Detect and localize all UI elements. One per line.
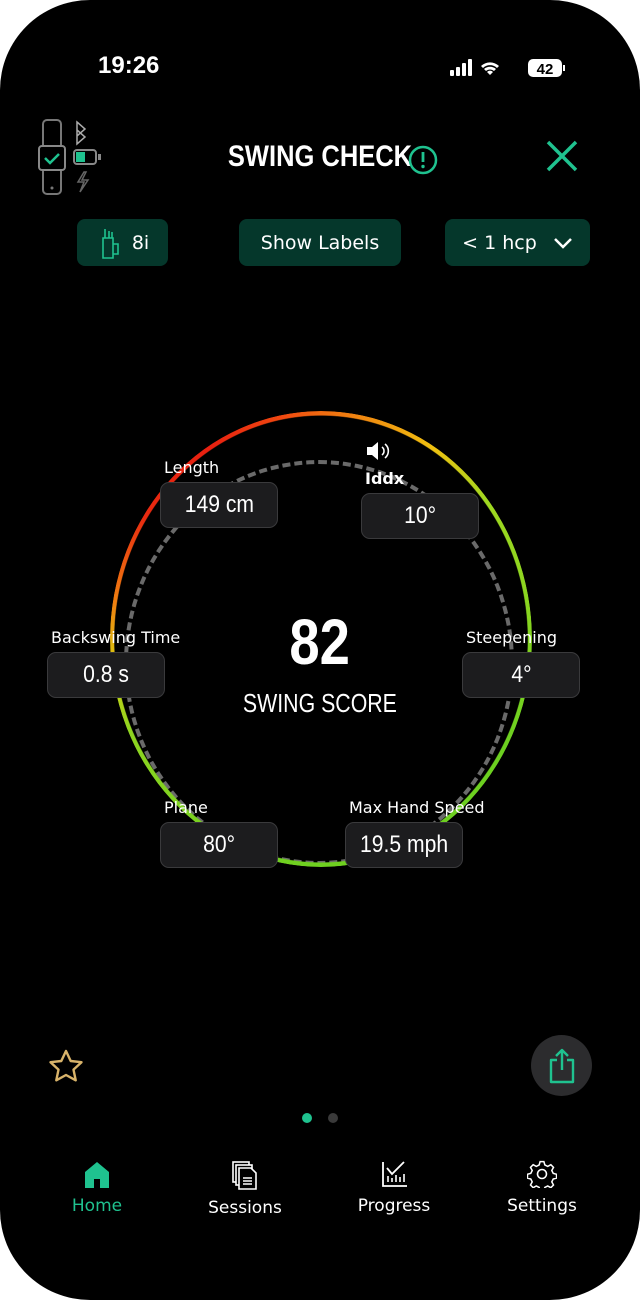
handicap-dropdown[interactable]: < 1 hcp [445,219,590,266]
show-labels-button[interactable]: Show Labels [239,219,401,266]
nav-progress[interactable]: Progress [319,1160,469,1216]
hand-speed-label: Max Hand Speed [349,798,485,817]
plane-value[interactable]: 80° [160,822,278,868]
share-button[interactable] [531,1035,592,1096]
nav-home[interactable]: Home [22,1160,172,1216]
backswing-value[interactable]: 0.8 s [47,652,165,698]
swing-score-label: SWING SCORE [242,688,397,718]
iddx-label: Iddx [365,469,405,488]
page-dot-active[interactable] [302,1113,312,1123]
watch-status-icon[interactable] [38,118,110,202]
progress-chart-icon [382,1161,407,1187]
battery-level: 42 [537,61,554,78]
hand-speed-value[interactable]: 19.5 mph [345,822,463,868]
steepening-label: Steepening [466,628,557,647]
page-title: SWING CHECK [227,140,413,173]
club-button[interactable]: 8i [77,219,168,266]
status-time: 19:26 [98,52,160,79]
gear-icon [527,1160,557,1188]
page-dot[interactable] [328,1113,338,1123]
swing-score-value: 82 [289,606,351,678]
status-icons: 42 [448,57,568,83]
sessions-icon [232,1161,257,1190]
home-icon [85,1162,109,1188]
close-button[interactable] [545,139,579,177]
iddx-value[interactable]: 10° [361,493,479,539]
chevron-down-icon [553,237,572,249]
backswing-label: Backswing Time [51,628,181,647]
steepening-value[interactable]: 4° [462,652,580,698]
favorite-star-icon[interactable] [47,1048,85,1090]
plane-label: Plane [164,798,208,817]
info-icon[interactable] [407,144,439,180]
length-value[interactable]: 149 cm [160,482,278,528]
length-label: Length [164,458,220,477]
share-icon [549,1048,574,1083]
golf-bag-icon [102,228,119,259]
nav-settings[interactable]: Settings [467,1160,617,1216]
nav-sessions[interactable]: Sessions [170,1160,320,1218]
sound-icon[interactable] [365,440,393,466]
